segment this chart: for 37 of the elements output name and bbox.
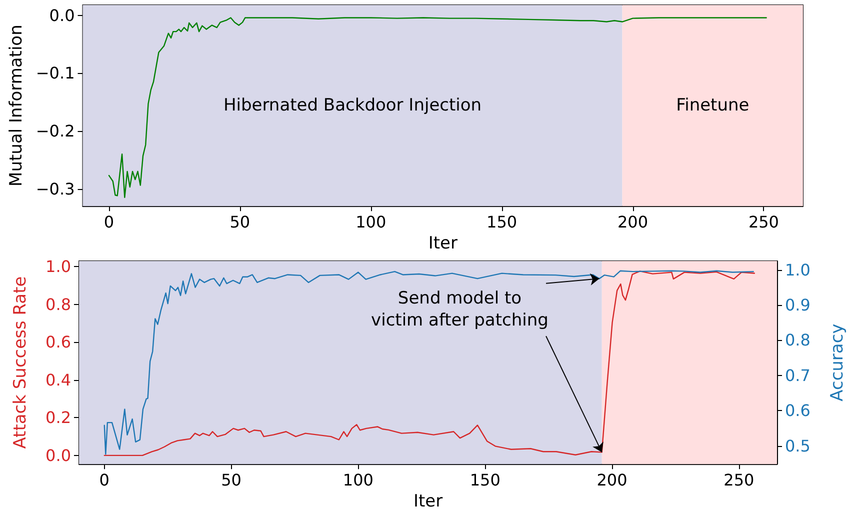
x-tick-label: 100 xyxy=(342,470,374,490)
band-label: Hibernated Backdoor Injection xyxy=(223,96,482,116)
annotation: Send model to victim after patching xyxy=(371,288,548,331)
x-tick-label: 50 xyxy=(221,470,242,490)
y-tick-label: 0.2 xyxy=(46,408,71,428)
y-tick-label: 0.0 xyxy=(49,6,75,25)
y2-tick-label: 0.6 xyxy=(785,401,810,420)
line-series xyxy=(108,17,767,198)
y-tick-label: −0.2 xyxy=(36,121,75,140)
y2-tick-label: 1.0 xyxy=(785,260,810,280)
y-tick-label: 0.0 xyxy=(46,446,71,465)
x-tick-label: 200 xyxy=(617,212,648,232)
y2-tick-label: 0.5 xyxy=(785,436,810,456)
y-tick-label: 0.8 xyxy=(46,294,71,314)
y-tick-label: 0.4 xyxy=(46,370,71,390)
x-tick-label: 150 xyxy=(470,470,500,490)
x-tick-label: 200 xyxy=(596,470,628,490)
y-tick-label: 1.0 xyxy=(46,257,71,276)
y2-tick-label: 0.7 xyxy=(785,366,810,385)
y-tick-label: 0.6 xyxy=(46,332,71,352)
y2-axis-title: Accuracy xyxy=(828,324,848,402)
x-tick-label: 250 xyxy=(748,212,779,232)
y-axis-title: Attack Success Rate xyxy=(10,276,30,449)
x-tick-label: 250 xyxy=(724,470,754,490)
band-label: Finetune xyxy=(676,96,750,116)
x-tick-label: 0 xyxy=(104,212,114,232)
x-tick-label: 50 xyxy=(230,212,250,232)
x-axis-title: Iter xyxy=(413,492,443,512)
y-tick-label: −0.1 xyxy=(36,64,75,83)
y2-tick-label: 0.8 xyxy=(785,330,810,350)
y-tick-label: −0.3 xyxy=(36,179,75,198)
x-tick-label: 150 xyxy=(486,212,518,232)
x-tick-label: 100 xyxy=(356,212,386,232)
y-axis-title: Mutual Information xyxy=(6,24,26,186)
x-axis-title: Iter xyxy=(428,234,458,254)
y2-tick-label: 0.9 xyxy=(785,296,810,314)
x-tick-label: 0 xyxy=(99,470,110,490)
